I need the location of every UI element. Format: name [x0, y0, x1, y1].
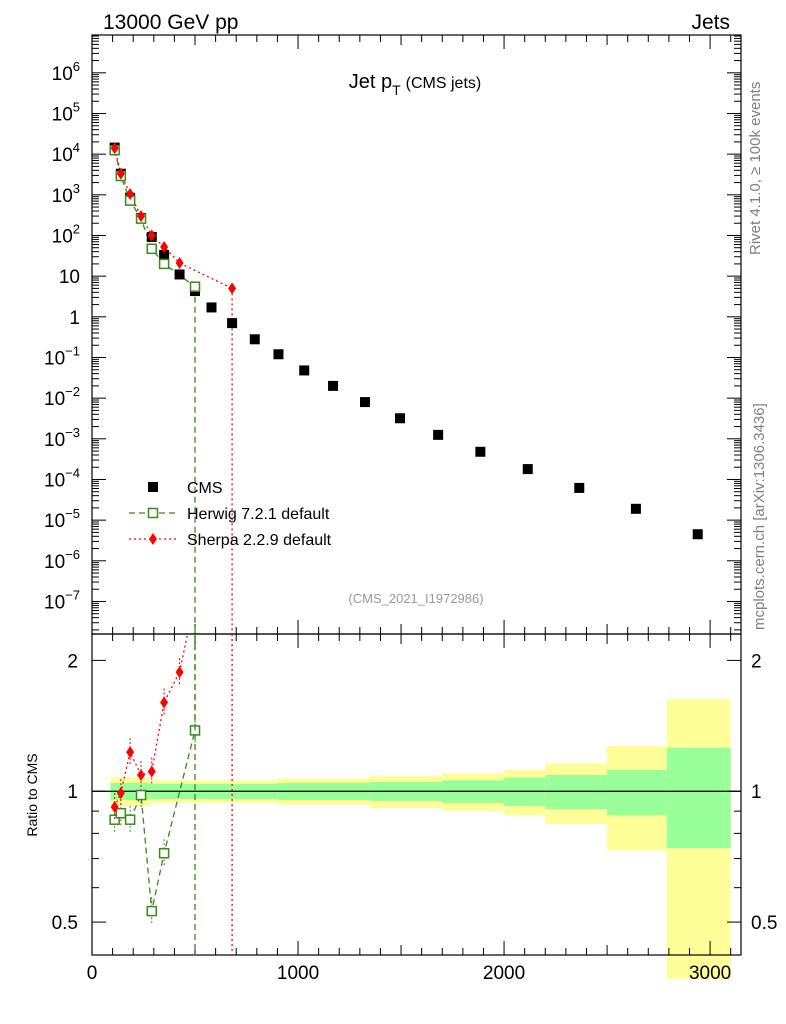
data-point-cms [630, 503, 641, 514]
legend: CMS Herwig 7.2.1 default Sherpa 2.2.9 defa… [129, 480, 332, 549]
data-point-cms [174, 269, 185, 280]
y-tick-label: 10−4 [44, 465, 80, 491]
y-tick-label: 10−1 [44, 343, 80, 369]
x-tick-label: 1000 [277, 963, 319, 984]
y-tick-label: 104 [52, 140, 80, 166]
analysis-id-label: (CMS_2021_I1972986) [348, 591, 483, 606]
ratio-y-tick-label-right: 1 [751, 782, 762, 803]
ratio-band-inner [607, 769, 667, 816]
y-tick-label: 105 [52, 99, 80, 125]
data-point-herwig [158, 258, 170, 270]
title-subscript: T [392, 82, 401, 98]
series-line-sherpa [114, 148, 233, 289]
rivet-version-label: Rivet 4.1.0, ≥ 100k events [747, 82, 764, 255]
data-point-cms [328, 380, 339, 391]
ratio-band-inner [666, 747, 731, 849]
data-point-sherpa [126, 187, 135, 200]
legend-marker-cms [148, 482, 158, 492]
data-point-cms [395, 413, 406, 424]
data-point-herwig [146, 243, 157, 255]
y-tick-label: 103 [52, 181, 80, 207]
y-tick-label: 10 [59, 267, 80, 288]
data-point-cms [475, 446, 486, 457]
y-tick-label: 10−5 [44, 506, 80, 532]
data-point-sherpa [137, 210, 146, 223]
header-energy-label: 13000 GeV pp [103, 11, 238, 34]
ratio-y-tick-label: 1 [67, 782, 78, 803]
data-point-cms [299, 365, 310, 376]
data-point-herwig [189, 281, 201, 292]
ratio-point-herwig [124, 814, 136, 825]
data-point-cms [522, 464, 533, 475]
ratio-point-herwig [135, 789, 147, 801]
legend-marker-sherpa [149, 533, 157, 545]
mcplots-reference-label: mcplots.cern.ch [arXiv:1306.3436] [751, 403, 768, 630]
data-point-cms [249, 334, 260, 345]
y-tick-label: 1 [69, 308, 80, 329]
y-tick-label: 10−3 [44, 425, 80, 451]
ratio-offscale-sherpa [178, 633, 189, 673]
ratio-y-tick-label-right: 0.5 [751, 913, 777, 934]
ratio-point-sherpa [110, 800, 119, 813]
ratio-point-sherpa [137, 768, 146, 781]
ratio-band-inner [545, 774, 608, 810]
data-point-sherpa [147, 229, 156, 242]
plot-title: Jet pT (CMS jets) [349, 71, 481, 98]
ratio-point-sherpa [147, 765, 156, 778]
ratio-y-tick-label-right: 2 [751, 651, 762, 672]
ratio-frame [91, 633, 742, 956]
y-tick-label: 10−2 [44, 384, 80, 410]
data-point-cms [574, 482, 585, 493]
ratio-point-herwig [146, 905, 157, 917]
data-point-sherpa [175, 257, 184, 270]
x-tick-label: 2000 [483, 963, 525, 984]
legend-label-sherpa: Sherpa 2.2.9 default [187, 532, 332, 549]
title-main: Jet p [349, 71, 392, 93]
data-point-cms [692, 529, 703, 540]
data-point-cms [433, 429, 444, 440]
ratio-point-herwig [109, 814, 120, 825]
x-tick-label: 3000 [689, 963, 731, 984]
main-panel: 10610510410310210110−110−210−310−410−510… [44, 34, 742, 635]
ratio-ylabel: Ratio to CMS [24, 753, 40, 836]
y-tick-label: 10−6 [44, 547, 80, 573]
legend-marker-herwig [147, 507, 159, 519]
ratio-y-tick-label: 0.5 [52, 913, 78, 934]
y-tick-label: 10−7 [44, 587, 80, 613]
data-point-sherpa [228, 282, 237, 295]
ratio-panel: 0 1000 2000 3000 0.5 0.5 1 1 2 2 [52, 633, 777, 984]
y-tick-label: 106 [52, 59, 80, 85]
ratio-point-sherpa [160, 696, 169, 709]
legend-label-herwig: Herwig 7.2.1 default [187, 506, 330, 523]
header-process-label: Jets [691, 11, 730, 34]
ratio-y-tick-label: 2 [67, 651, 78, 672]
y-tick-label: 102 [52, 221, 80, 247]
data-point-cms [206, 302, 217, 313]
data-point-cms [227, 318, 238, 329]
legend-label-cms: CMS [187, 480, 223, 497]
data-point-sherpa [160, 241, 169, 254]
x-tick-label: 0 [87, 963, 98, 984]
ratio-point-herwig [158, 847, 170, 859]
title-suffix: (CMS jets) [406, 75, 482, 92]
data-point-sherpa [116, 167, 125, 180]
ratio-point-sherpa [126, 746, 135, 759]
ratio-point-herwig [115, 807, 127, 819]
data-point-cms [159, 250, 170, 261]
data-point-sherpa [110, 142, 119, 155]
data-point-cms [359, 397, 370, 408]
ratio-point-sherpa [116, 787, 125, 800]
data-point-cms [273, 349, 284, 360]
